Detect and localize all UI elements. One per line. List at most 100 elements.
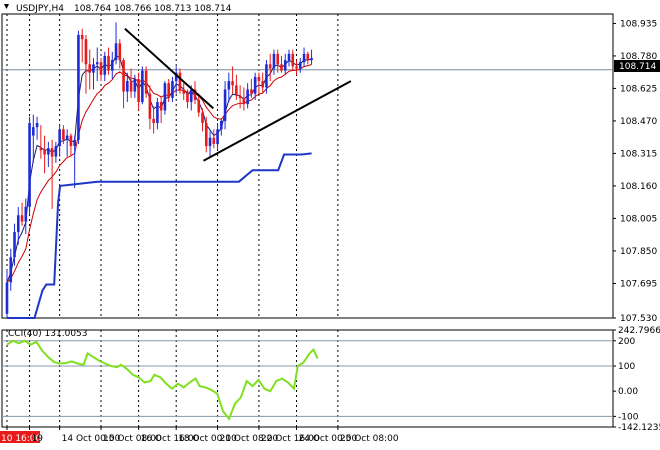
bull-candle — [28, 116, 31, 216]
candle-body — [186, 93, 189, 103]
candle-body — [129, 81, 133, 92]
candle-body — [20, 215, 24, 222]
candle-body — [220, 120, 223, 130]
bear-candle — [84, 34, 88, 94]
cci-header: CCI(40) 131.0053 — [8, 329, 88, 339]
candle-body — [118, 43, 122, 61]
bull-candle — [216, 123, 219, 151]
candle-body — [88, 64, 92, 73]
candle-body — [242, 97, 246, 105]
candle-body — [167, 83, 170, 98]
bear-candle — [99, 58, 103, 82]
cci-tick-label: 242.7966 — [618, 326, 660, 336]
candle-body — [163, 83, 167, 111]
candle-body — [99, 62, 103, 75]
candle-body — [77, 34, 80, 140]
candle-body — [298, 62, 302, 69]
bear-candle — [235, 74, 238, 100]
cci-tick-label: 100 — [618, 362, 635, 372]
candle-body — [152, 118, 155, 124]
candle-body — [54, 146, 58, 157]
candle-body — [62, 129, 65, 140]
bull-candle — [141, 66, 144, 105]
candle-body — [246, 89, 249, 105]
x-tick-label: 25 Oct 08:00 — [340, 434, 399, 444]
candle-body — [133, 78, 137, 92]
candle-body — [310, 58, 313, 61]
bear-candle — [159, 95, 163, 124]
candle-body — [201, 112, 204, 124]
bull-candle — [265, 60, 268, 94]
bear-candle — [20, 202, 24, 226]
bear-candle — [276, 49, 280, 73]
cci-line — [6, 339, 319, 421]
bull-candle — [310, 49, 313, 65]
bear-candle — [280, 55, 283, 73]
x-tick-label: 16 Oct 16:00 — [141, 434, 200, 444]
bull-candle — [220, 118, 223, 136]
bull-candle — [223, 81, 227, 130]
x-tick-label: 22 Oct 16:00 — [261, 434, 320, 444]
ohlc-label: 108.764 108.766 108.713 108.714 — [74, 4, 232, 14]
bear-candle — [295, 60, 298, 75]
bull-candle — [133, 74, 137, 98]
x-tick-label: 24 Oct 00:00 — [299, 434, 358, 444]
bear-candle — [291, 49, 295, 71]
cci-tick-label: -142.1235 — [618, 423, 660, 433]
bear-candle — [43, 135, 46, 174]
bull-candle — [58, 125, 61, 157]
candle-body — [235, 85, 238, 96]
candle-body — [227, 81, 231, 90]
candle-body — [80, 34, 84, 40]
y-tick-label: 107.695 — [620, 279, 657, 289]
bear-candle — [186, 89, 189, 109]
bull-candle — [287, 49, 291, 67]
candle-body — [280, 64, 283, 71]
bear-candle — [212, 129, 216, 149]
candle-body — [265, 64, 268, 88]
y-tick-label: 108.780 — [620, 52, 657, 62]
collapse-icon[interactable] — [4, 4, 9, 9]
candle-body — [114, 43, 118, 61]
bear-candle — [238, 85, 242, 109]
candle-body — [212, 137, 216, 144]
candle-body — [208, 137, 212, 147]
bull-candle — [5, 269, 9, 318]
bull-candle — [35, 116, 39, 140]
x-cursor-label-bg — [0, 431, 40, 443]
candle-body — [223, 89, 227, 121]
cci-tick-label: -100 — [618, 412, 639, 422]
bear-candle — [144, 66, 148, 98]
bear-candle — [306, 51, 310, 65]
candle-body — [32, 127, 35, 136]
bull-candle — [208, 131, 212, 157]
x-tick-label: 15 Oct 08:00 — [103, 434, 162, 444]
bull-candle — [126, 72, 129, 103]
candle-body — [144, 70, 148, 94]
candle-body — [257, 76, 261, 82]
ma-fast-line — [6, 55, 312, 283]
bull-candle — [92, 58, 95, 90]
x-tick-label: 19 — [32, 434, 44, 444]
bull-candle — [16, 206, 20, 245]
candle-body — [204, 123, 208, 147]
candle-body — [276, 53, 280, 65]
bull-candle — [110, 51, 114, 79]
candle-body — [197, 99, 201, 113]
y-tick-label: 108.935 — [620, 19, 657, 29]
candle-body — [103, 55, 107, 75]
candle-body — [261, 81, 264, 88]
support-trendline — [203, 80, 352, 162]
candle-body — [43, 150, 46, 155]
bull-candle — [272, 49, 276, 75]
candle-body — [24, 206, 28, 222]
bull-candle — [298, 58, 302, 73]
candle-body — [156, 102, 159, 124]
cci-tick-label: 0.00 — [618, 387, 638, 397]
bear-candle — [167, 78, 170, 103]
bear-candle — [107, 47, 110, 75]
resistance-trendline — [124, 27, 214, 110]
bull-candle — [73, 135, 76, 189]
